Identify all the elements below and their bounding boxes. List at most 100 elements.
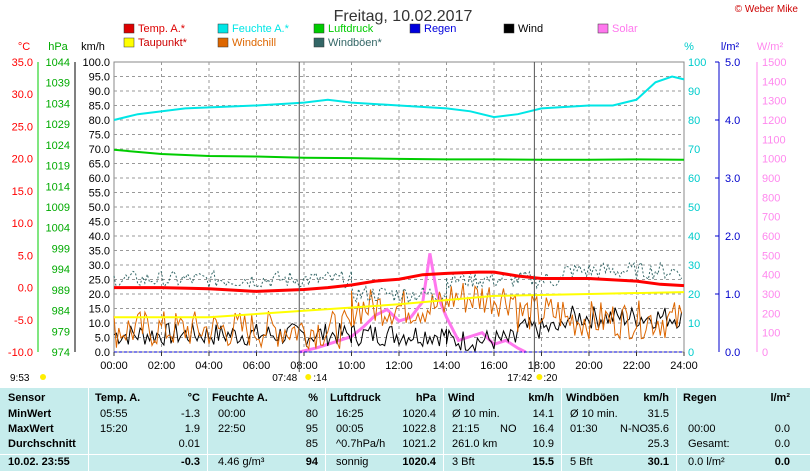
legend-swatch <box>313 23 325 34</box>
wind-time: 21:15 <box>452 423 480 435</box>
header-press: Luftdruck <box>330 392 381 404</box>
x-tick-label: 22:00 <box>623 360 651 372</box>
legend-label: Windchill <box>232 37 276 49</box>
tick-label-press: 1019 <box>46 161 70 173</box>
gust-value: 31.5 <box>647 408 669 420</box>
tick-label-temp: 10.0 <box>12 218 33 230</box>
row-label: MaxWert <box>8 423 54 435</box>
x-tick-label: 20:00 <box>575 360 603 372</box>
tick-label-rain: 2.0 <box>725 231 740 243</box>
gust-value: 30.1 <box>647 456 669 468</box>
hum-time: 00:00 <box>218 408 246 420</box>
tick-label-hum: 70 <box>688 144 700 156</box>
tick-label-hum: 80 <box>688 115 700 127</box>
tick-label-press: 984 <box>52 306 70 318</box>
series-line-windchill <box>113 283 683 351</box>
tick-label-temp: 5.0 <box>18 250 33 262</box>
legend-label: Temp. A.* <box>138 23 186 35</box>
sunset-time: 17:42 <box>507 373 532 384</box>
tick-label-temp: 25.0 <box>12 121 33 133</box>
wind-dir: NO <box>500 423 517 435</box>
tick-label-rain: 3.0 <box>725 173 740 185</box>
tick-label-hum: 40 <box>688 231 700 243</box>
tick-label-solar: 800 <box>762 192 780 204</box>
temp-value: -0.3 <box>181 456 200 468</box>
tick-label-wind: 65.0 <box>89 159 110 171</box>
tick-label-temp: 30.0 <box>12 89 33 101</box>
tick-label-temp: 20.0 <box>12 154 33 166</box>
x-tick-label: 08:00 <box>290 360 318 372</box>
tick-label-wind: 0.0 <box>95 347 110 359</box>
x-tick-label: 04:00 <box>195 360 223 372</box>
moon-marker-2: :20 <box>543 373 557 384</box>
x-tick-label: 10:00 <box>338 360 366 372</box>
tick-label-solar: 1000 <box>762 154 786 166</box>
legend-label: Windböen* <box>328 37 383 49</box>
tick-label-press: 1024 <box>46 140 70 152</box>
temp-value: 0.01 <box>178 438 200 450</box>
x-tick-label: 24:00 <box>670 360 698 372</box>
temp-value: -1.3 <box>181 408 200 420</box>
hum-time: 4.46 g/m³ <box>218 456 265 468</box>
tick-label-solar: 700 <box>762 212 780 224</box>
x-tick-label: 14:00 <box>433 360 461 372</box>
legend-label: Solar <box>612 23 638 35</box>
hum-value: 95 <box>305 423 318 435</box>
hum-value: 94 <box>305 456 318 468</box>
header-rain-unit: l/m² <box>770 392 790 404</box>
tick-label-press: 1044 <box>46 57 70 69</box>
legend-label: Regen <box>424 23 456 35</box>
x-tick-label: 18:00 <box>528 360 556 372</box>
tick-label-wind: 100.0 <box>82 57 110 69</box>
wind-value: 14.1 <box>532 408 554 420</box>
wind-time: Ø 10 min. <box>452 408 500 420</box>
tick-label-wind: 90.0 <box>89 86 110 98</box>
tick-label-press: 1014 <box>46 181 70 193</box>
tick-label-hum: 50 <box>688 202 700 214</box>
press-value: 1020.4 <box>402 408 436 420</box>
tick-label-wind: 80.0 <box>89 115 110 127</box>
press-time: 16:25 <box>336 408 364 420</box>
tick-label-hum: 0 <box>688 347 694 359</box>
tick-label-wind: 55.0 <box>89 188 110 200</box>
press-time: 00:05 <box>336 423 364 435</box>
tick-label-solar: 400 <box>762 270 780 282</box>
tick-label-hum: 20 <box>688 289 700 301</box>
temp-time: 05:55 <box>100 408 128 420</box>
tick-label-solar: 100 <box>762 328 780 340</box>
tick-label-hum: 90 <box>688 86 700 98</box>
tick-label-press: 979 <box>52 326 70 338</box>
series-layer <box>113 75 685 354</box>
tick-label-solar: 600 <box>762 231 780 243</box>
legend-swatch <box>123 37 135 48</box>
tick-label-temp: 15.0 <box>12 186 33 198</box>
x-tick-label: 12:00 <box>385 360 413 372</box>
tick-label-press: 994 <box>52 264 70 276</box>
legend-swatch <box>313 37 325 48</box>
series-line-wind <box>113 305 683 354</box>
tick-label-wind: 50.0 <box>89 202 110 214</box>
tick-label-solar: 1500 <box>762 57 786 69</box>
legend-swatch <box>409 23 421 34</box>
header-rain: Regen <box>683 392 717 404</box>
gust-time: 01:30 <box>570 423 598 435</box>
tick-label-rain: 5.0 <box>725 57 740 69</box>
press-value: 1020.4 <box>402 456 436 468</box>
row-label: Durchschnitt <box>8 438 76 450</box>
tick-label-hum: 60 <box>688 173 700 185</box>
tick-label-press: 989 <box>52 285 70 297</box>
tick-label-wind: 30.0 <box>89 260 110 272</box>
header-press-unit: hPa <box>415 392 436 404</box>
series-line-windben <box>113 261 683 304</box>
press-time: sonnig <box>336 456 369 468</box>
tick-label-rain: 0.0 <box>725 347 740 359</box>
axes: 35.0 30.0 25.0 20.0 15.0 10.0 5.0 0.0 -5.0 -10.0 °… <box>8 41 787 359</box>
axis-label-hum: % <box>684 41 694 53</box>
header-temp: Temp. A. <box>95 392 141 404</box>
tick-label-wind: 60.0 <box>89 173 110 185</box>
tick-label-press: 999 <box>52 243 70 255</box>
table-divider <box>561 388 562 471</box>
tick-label-temp: 0.0 <box>18 283 33 295</box>
tick-label-rain: 1.0 <box>725 289 740 301</box>
x-tick-label: 00:00 <box>100 360 128 372</box>
